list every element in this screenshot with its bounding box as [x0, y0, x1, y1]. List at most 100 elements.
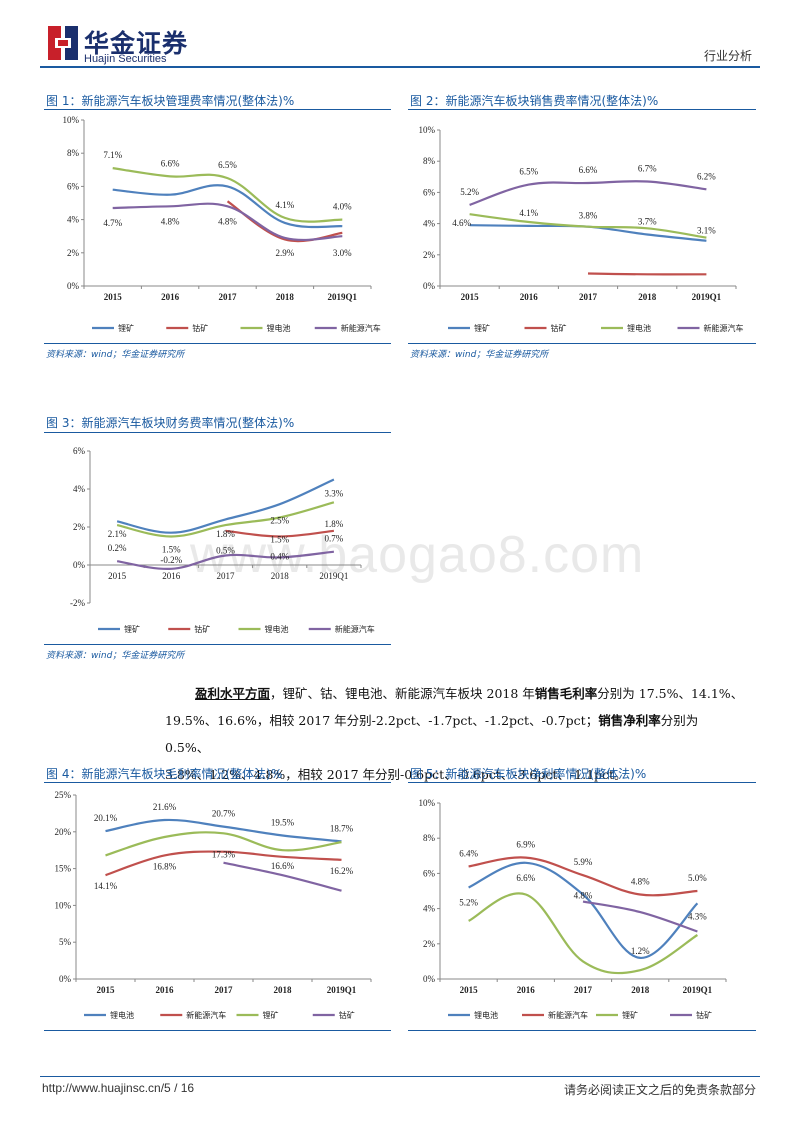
- data-label: 2.1%: [108, 529, 127, 539]
- chart-5-svg: 0% 2% 4% 6% 8% 10% 2015 2016 2017 2018 2019Q1 6.4% 6…: [419, 798, 727, 1020]
- figure-4-chart: 0% 5% 10% 15% 20% 25% 2015 2016 2017 2018 2019Q1 20…: [44, 783, 391, 1029]
- data-label: 16.6%: [271, 861, 295, 871]
- series-line-3: [468, 892, 698, 975]
- x-tick-label: 2015: [461, 292, 480, 302]
- legend-label: 新能源汽车: [341, 323, 381, 333]
- keyword-net-margin: 销售净利率: [598, 713, 661, 728]
- data-label: 16.2%: [330, 866, 354, 876]
- figure-2-chart: 0% 2% 4% 6% 8% 10% 2015 2016 2017 2018 2019Q1 5.2% 6…: [408, 110, 756, 342]
- y-tick-label: -2%: [70, 598, 85, 608]
- data-label: 2.5%: [270, 516, 289, 526]
- data-label: 3.7%: [638, 216, 657, 226]
- figure-1-bottom-rule: [44, 343, 391, 344]
- x-tick-label: 2016: [162, 571, 181, 581]
- legend-label: 新能源汽车: [548, 1010, 588, 1020]
- paragraph-text-4: 分别为 0.5%、: [165, 713, 699, 755]
- data-label: 1.5%: [162, 545, 181, 555]
- data-label: 4.1%: [276, 200, 295, 210]
- data-label: 4.8%: [631, 877, 650, 887]
- legend-label: 钴矿: [551, 323, 567, 333]
- series-line-4: [469, 180, 707, 206]
- legend-label: 新能源汽车: [186, 1010, 226, 1020]
- legend-label: 钴矿: [696, 1010, 712, 1020]
- series-line-3: [105, 831, 342, 857]
- y-tick-label: 6%: [423, 868, 436, 878]
- series-line-3: [116, 501, 335, 538]
- figure-3-title: 图 3：新能源汽车板块财务费率情况(整体法)%: [46, 416, 295, 430]
- data-label: 1.2%: [631, 946, 650, 956]
- figure-2-top-rule: [408, 109, 756, 110]
- legend-label: 钴矿: [194, 624, 210, 634]
- figure-1-top-rule: [44, 109, 391, 110]
- paragraph-text-5: 3.8%、1.2%、4.8%，相较 2017 年分别-0.6pct、-0.6pc…: [165, 767, 627, 782]
- series-line-2: [225, 529, 335, 538]
- legend-label: 新能源汽车: [704, 323, 744, 333]
- data-label: 4.1%: [519, 208, 538, 218]
- figure-2-bottom-rule: [408, 343, 756, 344]
- data-label: 3.0%: [333, 248, 352, 258]
- data-label: -0.2%: [160, 555, 182, 565]
- y-tick-label: 0%: [73, 560, 86, 570]
- figure-5-top-rule: [408, 782, 756, 783]
- y-tick-label: 4%: [67, 215, 80, 225]
- series-line-1: [116, 478, 335, 534]
- figure-3-top-rule: [44, 432, 391, 433]
- data-label: 4.8%: [218, 216, 237, 226]
- x-tick-label: 2017: [215, 985, 234, 995]
- legend-label: 钴矿: [339, 1010, 355, 1020]
- x-tick-label: 2016: [161, 292, 180, 302]
- x-tick-label: 2019Q1: [328, 292, 358, 302]
- paragraph-text-1: ，锂矿、钴、锂电池、新能源汽车板块 2018 年: [270, 686, 535, 701]
- figure-4-title: 图 4：新能源汽车板块毛利率情况(整体法)%: [46, 767, 283, 781]
- y-tick-label: 0%: [423, 974, 436, 984]
- data-label: 6.7%: [638, 163, 657, 173]
- data-label: 6.4%: [459, 848, 478, 858]
- figure-2-source: 资料来源：wind；华金证券研究所: [410, 350, 549, 360]
- brand-name-en: Huajin Securities: [84, 53, 167, 65]
- series-line-1: [112, 184, 343, 229]
- series-line-2: [587, 272, 707, 276]
- data-label: 6.5%: [519, 167, 538, 177]
- legend-label: 锂矿: [622, 1010, 638, 1020]
- data-label: 6.6%: [579, 165, 598, 175]
- data-label: 5.0%: [688, 873, 707, 883]
- keyword-gross-margin: 销售毛利率: [534, 686, 598, 701]
- data-label: 19.5%: [271, 817, 295, 827]
- y-tick-label: 8%: [67, 148, 80, 158]
- figure-3-chart: -2% 0% 2% 4% 6% 2015 2016 2017 2018 2019Q1 2.1% 1.5…: [44, 433, 391, 643]
- x-tick-label: 2017: [217, 571, 236, 581]
- y-tick-label: 4%: [423, 219, 436, 229]
- data-label: 6.5%: [218, 160, 237, 170]
- figure-5-bottom-rule: [408, 1030, 756, 1031]
- x-tick-label: 2015: [460, 985, 479, 995]
- chart-1-svg: 0% 2% 4% 6% 8% 10% 2015 2016 2017 2018 2019Q1 7.1% 6…: [63, 115, 381, 333]
- footer-divider: [40, 1076, 760, 1077]
- figure-5-title: 图 5：新能源汽车板块净利率情况(整体法)%: [410, 767, 647, 781]
- data-label: 6.9%: [516, 840, 535, 850]
- figure-3-source: 资料来源：wind；华金证券研究所: [46, 651, 185, 661]
- x-tick-label: 2016: [520, 292, 539, 302]
- y-tick-label: 2%: [67, 248, 80, 258]
- paragraph-text-3: 19.5%、16.6%，相较 2017 年分别-2.2pct、-1.7pct、-…: [165, 713, 599, 728]
- y-tick-label: 10%: [419, 798, 436, 808]
- x-tick-label: 2018: [638, 292, 657, 302]
- data-label: 4.3%: [688, 911, 707, 921]
- series-line-4: [582, 900, 698, 933]
- x-tick-label: 2018: [274, 985, 293, 995]
- data-label: 16.8%: [153, 861, 177, 871]
- data-label: 18.7%: [330, 823, 354, 833]
- legend-label: 锂电池: [267, 323, 291, 333]
- legend-label: 锂电池: [474, 1010, 498, 1020]
- section-label: 行业分析: [703, 49, 752, 63]
- y-tick-label: 6%: [423, 187, 436, 197]
- y-tick-label: 15%: [55, 864, 72, 874]
- profitability-paragraph: 盈利水平方面，锂矿、钴、锂电池、新能源汽车板块 2018 年销售毛利率分别为 1…: [165, 680, 775, 788]
- data-label: 20.1%: [94, 813, 118, 823]
- legend-label: 新能源汽车: [335, 624, 375, 634]
- paragraph-text-2: 分别为 17.5%、14.1%、: [597, 686, 744, 701]
- paragraph-lead: 盈利水平方面: [195, 686, 271, 701]
- x-tick-label: 2018: [631, 985, 650, 995]
- x-tick-label: 2019Q1: [327, 985, 357, 995]
- y-tick-label: 8%: [423, 833, 436, 843]
- series-line-2: [105, 850, 342, 877]
